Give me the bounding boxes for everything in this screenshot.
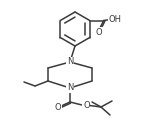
Text: OH: OH [108,15,121,24]
Text: O: O [95,28,102,37]
Text: O: O [83,101,90,109]
Text: N: N [67,58,73,66]
Text: O: O [55,103,61,112]
Text: N: N [67,83,73,92]
